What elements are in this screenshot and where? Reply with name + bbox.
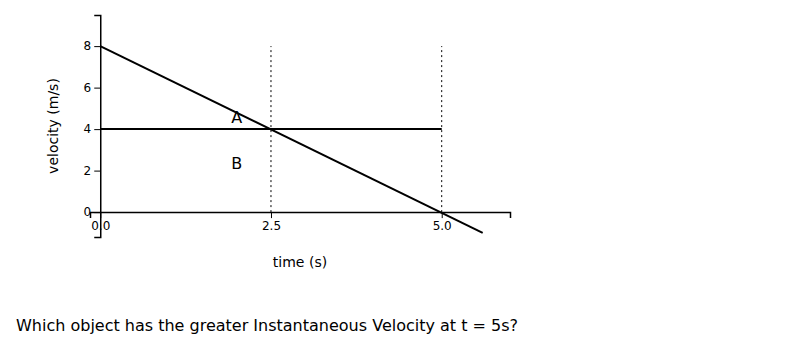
tick-mark [94, 171, 100, 172]
y-axis: 0 2 4 6 8 [84, 16, 101, 238]
x-axis-title: time (s) [273, 254, 327, 270]
y-tick: 6 [84, 81, 101, 95]
series-label: B [231, 154, 242, 173]
plot: 0.02.55.002468AB [84, 16, 511, 238]
tick-label: 4 [84, 122, 92, 136]
annotation: Which object has the greater Instantaneo… [16, 316, 518, 335]
tick-mark [94, 212, 100, 213]
tick-label: 2 [84, 164, 92, 178]
series-line [100, 46, 482, 233]
tick-mark [94, 46, 100, 47]
y-tick: 0 [84, 205, 101, 219]
x-tick: 2.5 [262, 212, 281, 233]
chart: 0.02.55.002468ABtime (s)velocity (m/s)Wh… [0, 0, 800, 348]
tick-label: 5.0 [433, 219, 452, 233]
tick-mark [271, 212, 272, 218]
y-tick: 2 [84, 164, 101, 178]
tick-label: 2.5 [262, 219, 281, 233]
marks [100, 46, 482, 233]
series-label: A [231, 108, 242, 127]
tick-label: 6 [84, 81, 92, 95]
tick-mark [442, 212, 443, 218]
x-axis: 0.02.55.0 [91, 212, 511, 233]
y-tick: 4 [84, 122, 101, 136]
tick-mark [94, 88, 100, 89]
y-axis-title: velocity (m/s) [45, 78, 61, 174]
axis-line [94, 16, 101, 238]
tick-label: 8 [84, 39, 92, 53]
tick-label: 0 [84, 205, 92, 219]
x-tick: 5.0 [433, 212, 452, 233]
axis-line [91, 213, 511, 219]
y-tick: 8 [84, 39, 101, 53]
tick-mark [94, 129, 100, 130]
